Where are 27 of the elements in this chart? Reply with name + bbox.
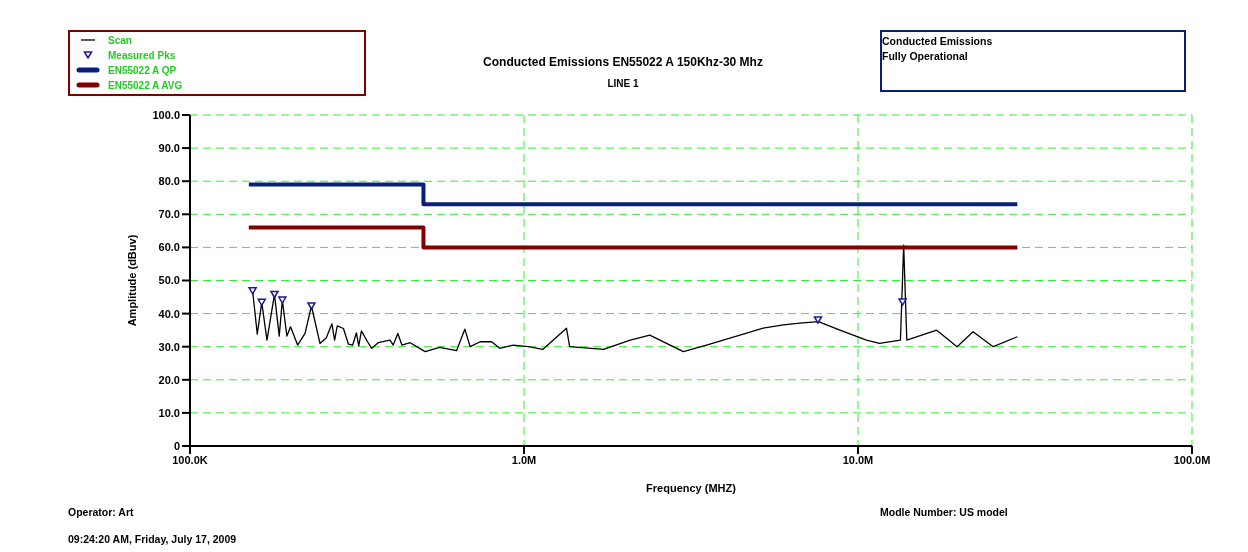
y-tick-label: 30.0	[158, 340, 180, 353]
y-tick-label: 50.0	[158, 274, 180, 287]
text: Conducted Emissions Fully Operational	[880, 30, 1186, 92]
legend-label: Scan	[108, 35, 132, 46]
x-tick-label: 10.0M	[842, 453, 874, 466]
y-tick-label: 100.0	[152, 108, 180, 121]
y-tick-label: 0	[173, 439, 180, 452]
y-tick-label: 10.0	[158, 406, 180, 419]
x-tick-label: 100.0M	[1173, 453, 1211, 466]
x-tick-label: 1.0M	[511, 453, 537, 466]
text: Operator: Art	[68, 505, 134, 520]
y-tick-label: 40.0	[158, 307, 180, 320]
y-tick-label: 60.0	[158, 241, 180, 254]
chart-title: Conducted Emissions EN55022 A 150Khz-30 Mhz	[482, 55, 764, 69]
y-axis-title: Amplitude (dBuv)	[125, 234, 138, 327]
text: 09:24:20 AM, Friday, July 17, 2009	[68, 532, 237, 547]
legend-label: Measured Pks	[108, 50, 176, 61]
chart-subtitle: LINE 1	[606, 78, 640, 89]
y-tick-label: 90.0	[158, 142, 180, 155]
legend-label: EN55022 A AVG	[108, 80, 183, 91]
x-tick-label: 100.0K	[172, 453, 208, 466]
y-tick-label: 70.0	[158, 208, 180, 221]
legend-label: EN55022 A QP	[108, 65, 177, 76]
y-tick-label: 80.0	[158, 175, 180, 188]
x-axis-title: Frequency (MHZ)	[646, 482, 737, 494]
text: Modle Number: US model	[880, 505, 1008, 520]
y-tick-label: 20.0	[158, 373, 180, 386]
